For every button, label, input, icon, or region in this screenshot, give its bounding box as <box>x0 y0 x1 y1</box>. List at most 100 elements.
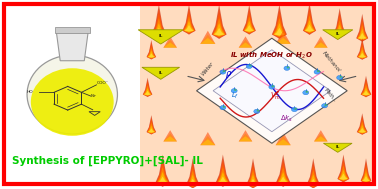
Polygon shape <box>243 8 256 34</box>
Polygon shape <box>147 48 155 58</box>
Polygon shape <box>362 172 370 182</box>
Polygon shape <box>153 23 164 36</box>
Polygon shape <box>243 5 256 35</box>
Polygon shape <box>184 21 194 32</box>
Ellipse shape <box>305 91 308 93</box>
Polygon shape <box>188 179 197 185</box>
Polygon shape <box>143 83 152 96</box>
Ellipse shape <box>339 76 342 78</box>
Polygon shape <box>155 155 170 187</box>
Polygon shape <box>245 25 254 32</box>
Polygon shape <box>163 133 177 141</box>
Polygon shape <box>276 136 291 145</box>
Polygon shape <box>304 15 315 33</box>
Polygon shape <box>307 158 320 188</box>
Polygon shape <box>305 20 314 32</box>
Polygon shape <box>244 21 254 32</box>
Polygon shape <box>334 16 345 37</box>
Polygon shape <box>148 53 155 57</box>
Ellipse shape <box>234 89 237 91</box>
Ellipse shape <box>220 70 226 74</box>
Polygon shape <box>314 40 328 48</box>
Text: Methanol: Methanol <box>321 50 341 73</box>
Polygon shape <box>154 28 164 36</box>
Polygon shape <box>143 80 152 97</box>
Polygon shape <box>276 35 291 44</box>
Polygon shape <box>218 177 228 184</box>
Ellipse shape <box>303 91 309 95</box>
Polygon shape <box>357 116 367 134</box>
Polygon shape <box>338 155 349 183</box>
Polygon shape <box>239 136 252 141</box>
Polygon shape <box>356 18 368 41</box>
Polygon shape <box>273 18 285 37</box>
Polygon shape <box>361 165 371 183</box>
Polygon shape <box>278 172 288 184</box>
Ellipse shape <box>337 75 343 80</box>
Polygon shape <box>305 25 314 32</box>
Text: $\Delta k_s$: $\Delta k_s$ <box>280 114 294 124</box>
Polygon shape <box>239 130 252 141</box>
Ellipse shape <box>223 106 225 108</box>
Polygon shape <box>362 84 370 96</box>
Polygon shape <box>187 170 198 187</box>
Polygon shape <box>187 166 198 187</box>
Polygon shape <box>144 91 151 95</box>
Polygon shape <box>163 43 177 48</box>
Polygon shape <box>357 21 367 41</box>
Polygon shape <box>147 118 156 134</box>
Polygon shape <box>212 5 227 39</box>
Polygon shape <box>214 23 225 36</box>
Polygon shape <box>239 133 252 141</box>
Ellipse shape <box>257 110 259 112</box>
Polygon shape <box>216 159 230 186</box>
Ellipse shape <box>272 85 274 87</box>
Polygon shape <box>217 167 229 185</box>
Polygon shape <box>147 115 156 135</box>
Text: IL: IL <box>336 32 340 36</box>
Polygon shape <box>358 44 367 59</box>
Polygon shape <box>182 5 196 35</box>
Polygon shape <box>333 8 346 38</box>
Polygon shape <box>163 130 177 141</box>
Polygon shape <box>272 5 287 39</box>
Polygon shape <box>361 158 372 184</box>
Polygon shape <box>361 81 371 96</box>
Polygon shape <box>357 25 367 40</box>
Polygon shape <box>216 155 230 187</box>
Polygon shape <box>338 162 349 181</box>
Polygon shape <box>358 50 366 58</box>
Polygon shape <box>357 38 368 60</box>
Polygon shape <box>323 30 353 40</box>
Polygon shape <box>138 30 183 44</box>
Polygon shape <box>277 163 290 186</box>
Polygon shape <box>276 132 291 145</box>
Polygon shape <box>303 7 316 34</box>
Polygon shape <box>148 128 155 132</box>
Polygon shape <box>358 128 366 133</box>
Polygon shape <box>248 175 258 186</box>
Polygon shape <box>153 18 165 37</box>
Polygon shape <box>314 133 328 141</box>
Polygon shape <box>239 43 252 48</box>
Polygon shape <box>362 176 370 182</box>
Polygon shape <box>276 38 291 44</box>
Polygon shape <box>188 175 198 186</box>
Polygon shape <box>361 79 371 97</box>
Polygon shape <box>338 158 349 182</box>
Polygon shape <box>362 87 370 96</box>
Polygon shape <box>361 76 372 97</box>
Polygon shape <box>339 174 347 180</box>
Polygon shape <box>239 40 252 48</box>
Polygon shape <box>183 8 195 34</box>
Polygon shape <box>303 3 316 35</box>
Polygon shape <box>339 166 348 181</box>
Polygon shape <box>307 162 319 188</box>
Polygon shape <box>333 12 346 38</box>
Ellipse shape <box>291 107 297 112</box>
Polygon shape <box>148 126 155 133</box>
Polygon shape <box>308 175 318 186</box>
Text: Meth...: Meth... <box>323 87 338 103</box>
Polygon shape <box>184 25 194 32</box>
Polygon shape <box>358 122 367 134</box>
